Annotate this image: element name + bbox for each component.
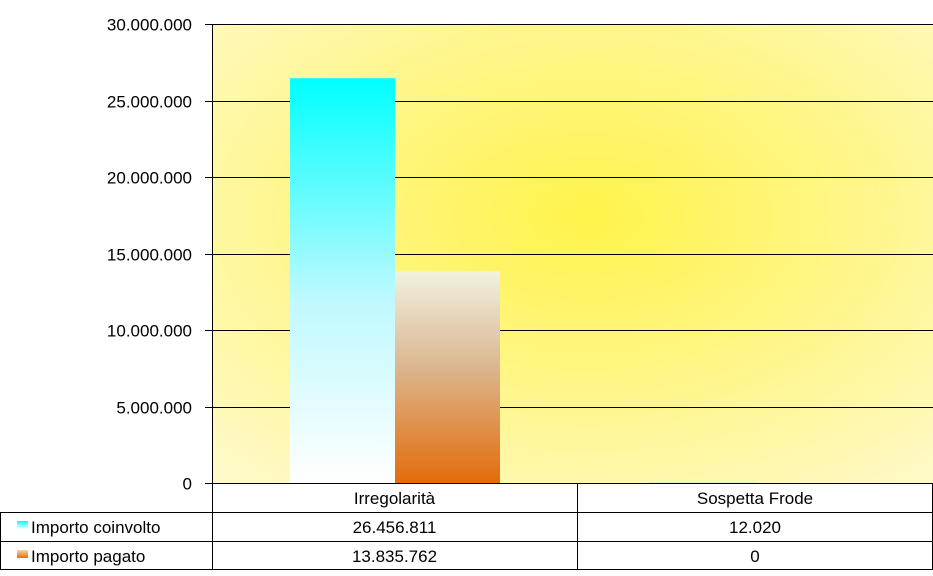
- category-label: Sospetta Frode: [697, 489, 813, 508]
- legend-label: Importo coinvolto: [31, 518, 160, 537]
- data-label: 13.835.762: [352, 547, 437, 566]
- y-tick-label: 20.000.000: [107, 169, 192, 188]
- category-label: Irregolarità: [354, 489, 436, 508]
- y-tick-label: 0: [183, 475, 192, 494]
- bar-importo-coinvolto-0: [290, 78, 395, 484]
- y-tick-label: 25.000.000: [107, 93, 192, 112]
- y-tick-label: 10.000.000: [107, 322, 192, 341]
- legend-key: [17, 550, 28, 558]
- data-label: 0: [750, 547, 759, 566]
- bar-importo-pagato-0: [395, 271, 500, 483]
- y-tick-label: 15.000.000: [107, 246, 192, 265]
- bars: [290, 78, 755, 484]
- legend-label: Importo pagato: [31, 547, 145, 566]
- y-tick-label: 30.000.000: [107, 16, 192, 35]
- y-axis: 0 5.000.000 10.000.000 15.000.000 20.000.000…: [107, 16, 213, 494]
- legend-key: [17, 521, 28, 529]
- data-label: 12.020: [729, 518, 781, 537]
- data-table: Irregolarità Sospetta Frode Importo coinvo…: [0, 483, 933, 570]
- data-label: 26.456.811: [353, 518, 437, 537]
- y-tick-label: 5.000.000: [116, 399, 192, 418]
